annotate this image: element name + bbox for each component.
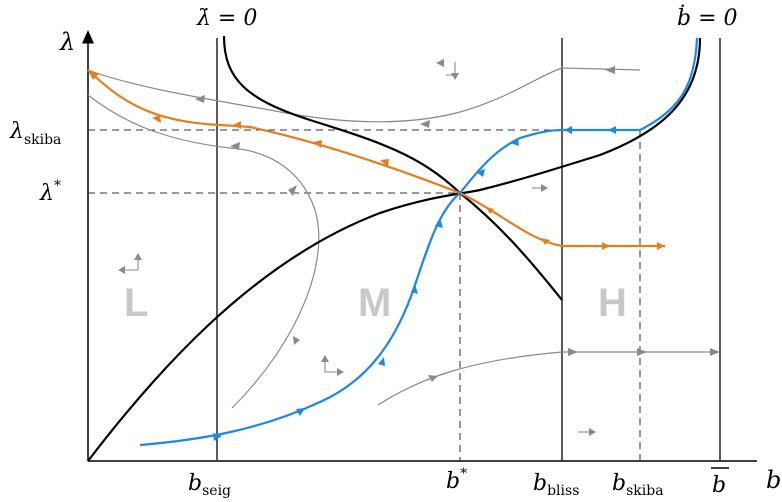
b-dot-nullcline-label: ḃ = 0 [677, 4, 738, 31]
blue-arrowhead [564, 126, 572, 134]
b-bar-label: b [712, 473, 726, 498]
y-axis-label: λ [59, 28, 75, 56]
blue-path-upper [459, 37, 699, 194]
direction-indicator-head [321, 355, 329, 362]
blue-arrowhead [213, 433, 222, 441]
blue-arrowheads [213, 126, 616, 441]
lambda-dot-nullcline [222, 35, 563, 301]
x-tick-b-star: b* [446, 466, 467, 494]
gray-top-curve [87, 67, 641, 123]
region-label-m: M [358, 281, 391, 325]
x-tick-b-skiba: bskiba [612, 471, 664, 499]
blue-arrowhead [378, 357, 385, 366]
x-tick-b-seig: bseig [188, 471, 231, 499]
x-tick-b-bar: b [711, 467, 729, 498]
region-label-h: H [598, 281, 627, 325]
gray-arrowhead [195, 95, 205, 103]
orange-arrowhead [152, 115, 161, 123]
gray-arrowhead [420, 120, 430, 128]
direction-indicator-head [118, 266, 125, 274]
gray-arrowhead [288, 185, 297, 196]
direction-indicator-head [541, 184, 548, 192]
orange-arrowhead [233, 121, 241, 129]
blue-arrowhead [435, 218, 443, 228]
orange-path [87, 69, 665, 248]
direction-indicator-head [451, 73, 459, 80]
gray-mid-curve [87, 94, 320, 409]
direction-indicator-heads [118, 59, 596, 436]
blue-path-lower [139, 192, 461, 447]
gray-arrowheads [195, 66, 720, 382]
region-label-l: L [124, 281, 148, 325]
gray-arrowhead [293, 336, 300, 345]
orange-arrowhead [657, 242, 665, 250]
gray-arrowhead [230, 142, 240, 150]
orange-arrowhead [313, 140, 322, 148]
orange-arrowhead [486, 207, 494, 214]
blue-arrowhead [510, 138, 519, 146]
direction-indicator-head [134, 253, 142, 260]
orange-arrowhead [541, 238, 550, 245]
gray-trajectories [87, 67, 720, 409]
b-dot-nullcline [87, 37, 702, 462]
direction-indicator-head [589, 428, 596, 436]
x-axis-label: b [766, 466, 781, 494]
gray-arrowhead [605, 66, 615, 74]
blue-arrowhead [411, 284, 418, 294]
gray-arrowhead [637, 348, 647, 356]
y-tick-lambda-star: λ* [39, 178, 61, 206]
gray-lower-curve [377, 351, 720, 406]
gray-arrowhead [710, 348, 720, 356]
orange-arrowhead [88, 70, 99, 80]
orange-arrowhead [380, 159, 389, 167]
direction-indicator-head [337, 368, 344, 376]
orange-arrowheads [88, 70, 665, 250]
direction-indicators [122, 62, 592, 433]
lambda-dot-nullcline-label: λ̇ = 0 [196, 6, 257, 31]
blue-arrowhead [476, 169, 485, 177]
blue-arrowhead [296, 408, 305, 416]
y-tick-lambda-skiba: λskiba [9, 119, 61, 148]
orange-arrowhead [602, 242, 610, 250]
blue-arrowhead [608, 126, 616, 134]
gray-arrowhead [428, 375, 438, 382]
direction-indicator-head [436, 59, 444, 67]
gray-arrowhead [568, 348, 578, 356]
x-tick-b-bliss: bbliss [533, 471, 579, 499]
